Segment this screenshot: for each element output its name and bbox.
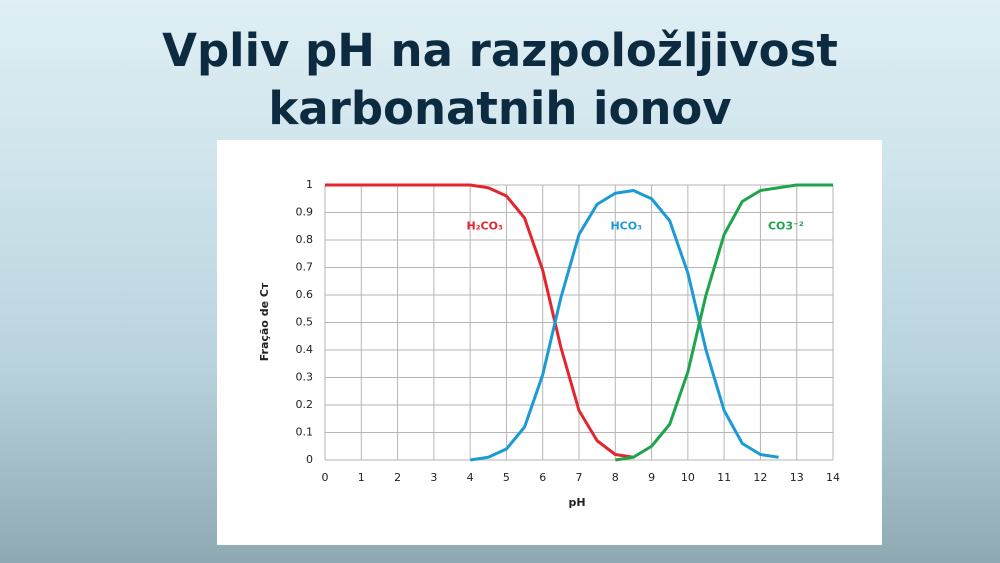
x-tick-label: 3 [430, 471, 437, 484]
x-tick-label: 9 [648, 471, 655, 484]
slide-title: Vpliv pH na razpoložljivost karbonatnih … [162, 24, 838, 135]
series-label: HCO₃ [610, 219, 642, 232]
y-tick-label: 0.9 [296, 206, 314, 219]
series-label: CO3⁻² [768, 219, 804, 232]
y-tick-label: 0.4 [296, 343, 314, 356]
chart: pH Fração de Cᴛ 0 0.1 0.2 0.3 0.4 0.5 0.6 0.7 0.… [258, 178, 840, 509]
y-tick-label: 0.2 [296, 398, 314, 411]
x-tick-label: 7 [576, 471, 583, 484]
series-label: H₂CO₃ [467, 219, 503, 232]
x-tick-label: 10 [681, 471, 695, 484]
x-tick-label: 2 [394, 471, 401, 484]
data-line [469, 189, 779, 462]
x-tick-label: 12 [753, 471, 767, 484]
x-tick-label: 1 [358, 471, 365, 484]
y-tick-label: 0.3 [296, 371, 314, 384]
x-tick-label: 6 [539, 471, 546, 484]
x-tick-label: 5 [503, 471, 510, 484]
data-line [615, 183, 833, 462]
y-tick-label: 0.8 [296, 233, 314, 246]
data-line [325, 183, 634, 459]
chart-box: pH Fração de Cᴛ 0 0.1 0.2 0.3 0.4 0.5 0.6 0.7 0.… [217, 140, 882, 545]
y-tick-label: 0.1 [296, 426, 314, 439]
y-tick-label: 1 [306, 178, 313, 191]
x-tick-label: 11 [717, 471, 731, 484]
x-axis-label: pH [568, 496, 585, 509]
x-tick-label: 4 [467, 471, 474, 484]
x-tick-label: 0 [322, 471, 329, 484]
y-tick-label: 0.6 [296, 288, 314, 301]
y-axis-label: Fração de Cᴛ [258, 282, 271, 361]
x-tick-label: 13 [790, 471, 804, 484]
x-tick-label: 8 [612, 471, 619, 484]
x-tick-label: 14 [826, 471, 840, 484]
y-tick-label: 0 [306, 453, 313, 466]
y-tick-label: 0.5 [296, 316, 314, 329]
y-tick-label: 0.7 [296, 261, 314, 274]
